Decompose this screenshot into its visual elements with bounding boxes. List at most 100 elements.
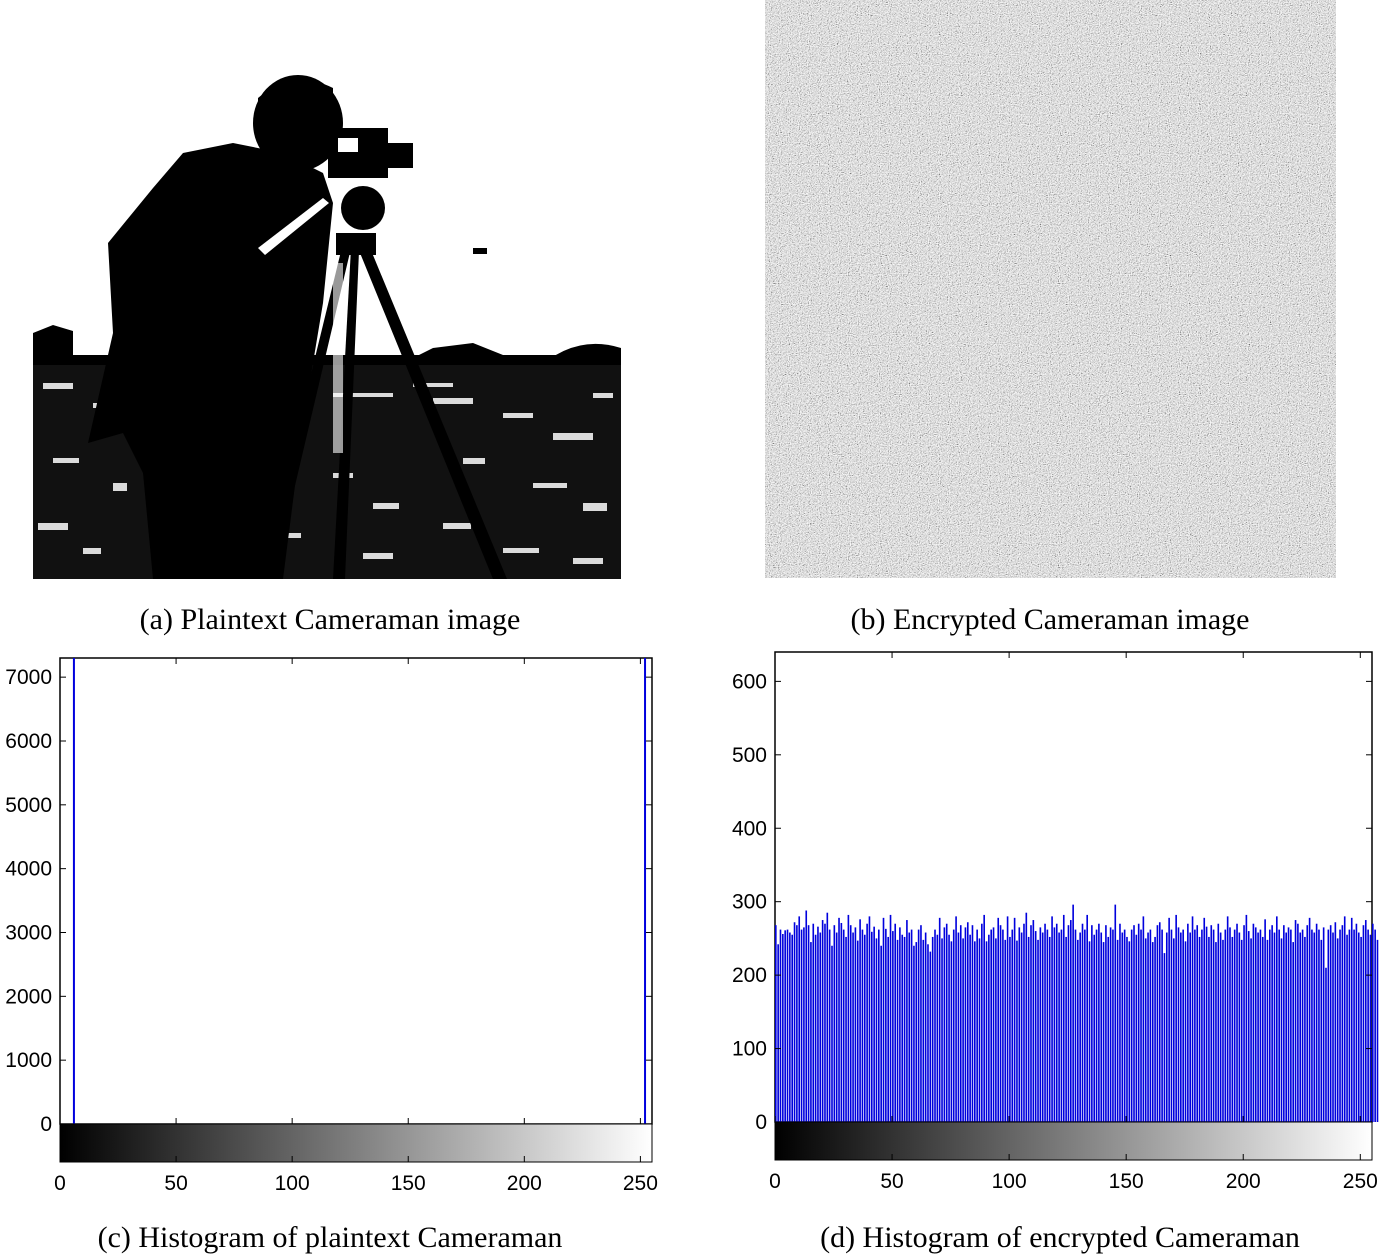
histogram-bar — [1006, 916, 1009, 1122]
histogram-bar — [966, 922, 969, 1122]
histogram-bar — [859, 919, 861, 1122]
histogram-bar — [997, 917, 1000, 1122]
histogram-bar — [868, 916, 871, 1122]
histogram-bar — [1189, 932, 1192, 1122]
histogram-bar — [988, 934, 990, 1122]
histogram-bar — [1109, 927, 1112, 1122]
histogram-bar — [1093, 934, 1096, 1122]
histogram-bar — [1002, 929, 1004, 1122]
histogram-bar — [1257, 932, 1259, 1122]
histogram-bar — [1261, 936, 1264, 1122]
histogram-bar — [1133, 925, 1135, 1122]
histogram-bar — [1285, 932, 1287, 1122]
histogram-bar — [1156, 925, 1159, 1122]
x-tick-label: 100 — [992, 1170, 1027, 1193]
histogram-bar — [1236, 923, 1238, 1122]
histogram-bar — [1304, 936, 1306, 1122]
histogram-bar — [924, 932, 927, 1122]
histogram-bar — [1011, 929, 1014, 1122]
grayscale-colorbar — [774, 1121, 1373, 1161]
histogram-bar — [1041, 932, 1044, 1122]
y-tick-label: 100 — [732, 1038, 767, 1061]
histogram-bar — [995, 938, 997, 1122]
histogram-bar — [899, 927, 901, 1122]
histogram-bar — [969, 934, 971, 1122]
y-tick-label: 600 — [732, 670, 767, 693]
histogram-bar — [1362, 925, 1365, 1122]
histogram-bar — [1158, 922, 1161, 1122]
x-tick-label: 250 — [623, 1172, 658, 1195]
histogram-bar — [1292, 942, 1295, 1122]
histogram-bar — [1091, 925, 1093, 1122]
histogram-bar — [1273, 932, 1276, 1122]
histogram-bar — [1039, 927, 1042, 1122]
histogram-bar — [1121, 932, 1124, 1122]
histogram-bar — [1196, 925, 1199, 1122]
histogram-bar — [952, 929, 955, 1122]
histogram-bar — [1130, 929, 1133, 1122]
encrypted-cameraman-image — [765, 0, 1336, 578]
histogram-bar — [1360, 936, 1362, 1122]
histogram-bar — [1065, 936, 1067, 1122]
histogram-bar — [887, 936, 889, 1122]
histogram-bar — [1306, 925, 1309, 1122]
histogram-bar — [1060, 929, 1063, 1122]
histogram-bar — [1009, 936, 1011, 1122]
histogram-bar — [1294, 920, 1297, 1122]
histogram-bar — [1077, 939, 1079, 1122]
histogram-bar — [789, 932, 791, 1122]
histogram-bar — [1210, 925, 1213, 1122]
histogram-bar — [1198, 936, 1201, 1122]
histogram-bar — [882, 917, 885, 1122]
histogram-bar — [814, 934, 817, 1122]
histogram-bar — [1238, 932, 1241, 1122]
histogram-bar — [927, 944, 929, 1122]
histogram-bar — [777, 944, 779, 1122]
histogram-bar — [1081, 923, 1084, 1122]
histogram-bar — [1226, 916, 1229, 1122]
histogram-bar — [1062, 914, 1065, 1122]
histogram-bar — [1346, 934, 1348, 1122]
histogram-bar — [1311, 929, 1313, 1122]
histogram-bar — [945, 923, 948, 1122]
histogram-bar — [1283, 925, 1285, 1122]
histogram-bar — [863, 934, 866, 1122]
histogram-bar — [1072, 904, 1074, 1122]
histogram-bar — [1067, 925, 1070, 1122]
histogram-bar — [1079, 932, 1081, 1122]
histogram-bar — [1116, 939, 1119, 1122]
histogram-bar — [1175, 914, 1177, 1122]
histogram-bar — [962, 938, 964, 1122]
histogram-bar — [959, 925, 962, 1122]
x-tick-label: 150 — [391, 1172, 426, 1195]
histogram-bar — [908, 932, 911, 1122]
histogram-bar — [824, 923, 826, 1122]
y-tick-label: 6000 — [5, 730, 52, 753]
histogram-bar — [793, 922, 796, 1122]
histogram-bar — [1318, 929, 1320, 1122]
histogram-bar — [1353, 929, 1355, 1122]
histogram-bar — [878, 929, 880, 1122]
histogram-bar — [807, 925, 810, 1122]
histogram-bar — [1231, 936, 1234, 1122]
x-tick-label: 50 — [164, 1172, 187, 1195]
histogram-bar — [812, 923, 815, 1122]
histogram-bar — [1016, 940, 1018, 1122]
histogram-bar — [955, 916, 957, 1122]
x-tick-label: 150 — [1109, 1170, 1144, 1193]
histogram-bar — [1161, 929, 1163, 1122]
histogram-bar — [1313, 932, 1316, 1122]
histogram-bar — [1224, 929, 1227, 1122]
histogram-bar — [1280, 938, 1283, 1122]
histogram-bar — [892, 931, 894, 1122]
histogram-bar — [1025, 912, 1028, 1122]
caption-plaintext-histogram: (c) Histogram of plaintext Cameraman — [97, 1221, 563, 1254]
histogram-bar — [786, 929, 789, 1122]
histogram-bar — [791, 934, 794, 1122]
y-tick-label: 7000 — [5, 666, 52, 689]
histogram-bar — [1252, 923, 1255, 1122]
histogram-bar — [1027, 936, 1030, 1122]
histogram-bar — [1201, 929, 1203, 1122]
histogram-encrypted-chart: 0 100 200 300 400 500 600 0 50 100 150 200 250 — [732, 651, 1379, 1193]
histogram-bar — [920, 925, 922, 1122]
